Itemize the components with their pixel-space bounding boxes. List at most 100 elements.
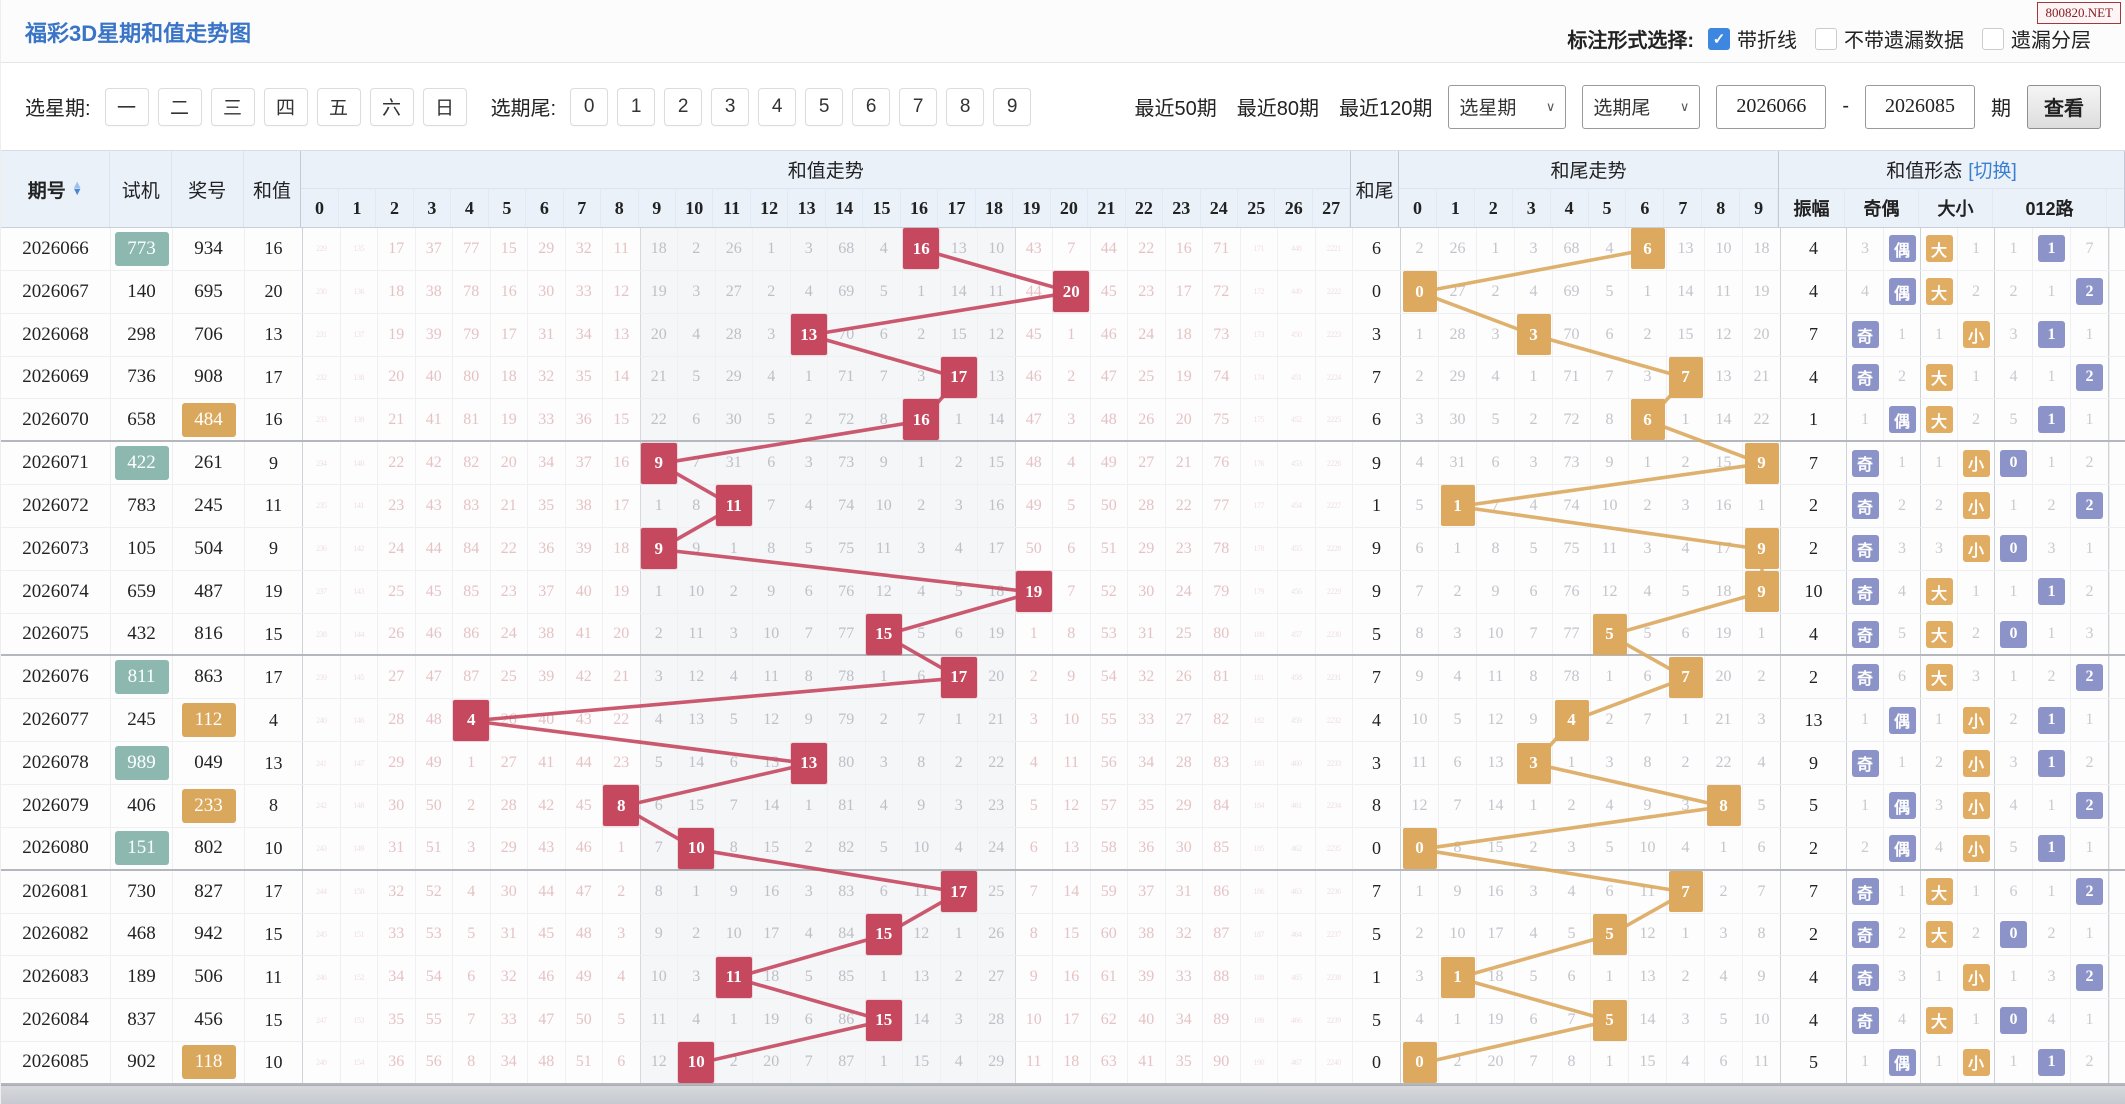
sum-trend-cell: 20 xyxy=(753,1042,791,1083)
tail-trend-cell: 31 xyxy=(1439,442,1477,485)
week-button-五[interactable]: 五 xyxy=(316,87,361,126)
sum-trend-cell: 4 xyxy=(1053,442,1091,485)
recent-link[interactable]: 最近80期 xyxy=(1236,98,1319,120)
route-cell: 1 xyxy=(1995,956,2033,999)
sum-trend-cell: 181 xyxy=(1240,656,1278,699)
sum-value-cell: 20 xyxy=(245,270,303,313)
table-row: 2026077 245 112 4 240 146 28 48 4 26 40 43 22 4 13 5 12 9… xyxy=(1,699,2125,743)
checked-icon[interactable]: ✓ xyxy=(1708,27,1730,50)
pattern-switch-link[interactable]: [切换] xyxy=(1968,161,2017,183)
tail-button-6[interactable]: 6 xyxy=(852,87,891,126)
tail-button-1[interactable]: 1 xyxy=(617,87,656,126)
tail-button-9[interactable]: 9 xyxy=(993,87,1032,126)
week-dropdown[interactable]: 选星期 ∨ xyxy=(1448,84,1567,129)
sum-trend-cell: 16 xyxy=(978,485,1016,527)
row-filler xyxy=(2109,784,2110,827)
tail-button-8[interactable]: 8 xyxy=(946,87,985,126)
table-row: 2026082 468 942 15 245 151 33 53 5 31 45 48 3 9 2 10 17 4… xyxy=(1,913,2125,957)
sum-trend-cell: 34 xyxy=(565,313,603,356)
unchecked-icon[interactable] xyxy=(1982,27,2004,50)
unchecked-icon[interactable] xyxy=(1815,27,1837,50)
sum-trend-cell: 43 xyxy=(528,827,566,869)
tail-trend-cell: 1 xyxy=(1591,656,1629,699)
week-button-四[interactable]: 四 xyxy=(263,87,308,126)
tail-button-2[interactable]: 2 xyxy=(664,87,703,126)
sum-trend-cell: 5 xyxy=(453,913,491,956)
sum-trend-cell: 1 xyxy=(715,999,753,1042)
tail-trend-cell: 3 xyxy=(1743,699,1781,742)
size-cell: 4 xyxy=(1921,827,1958,869)
sum-trend-cell: 189 xyxy=(1240,999,1278,1042)
sum-trend-cell: 3 xyxy=(753,313,791,356)
route-badge: 0 xyxy=(2000,920,2027,948)
row-filler xyxy=(2109,870,2110,913)
sum-trend-cell: 2 xyxy=(903,485,941,527)
checkbox-label: 不带遗漏数据 xyxy=(1844,30,1964,52)
checkbox-不带遗漏数据[interactable]: 不带遗漏数据 xyxy=(1815,24,1964,53)
sum-trend-cell: 33 xyxy=(528,399,566,441)
week-button-六[interactable]: 六 xyxy=(369,87,414,126)
tail-trend-cell: 1 xyxy=(1743,613,1781,655)
sum-trend-cell: 17 xyxy=(603,485,641,527)
tail-trend-cell: 21 xyxy=(1705,699,1743,742)
range-from-input[interactable] xyxy=(1716,84,1827,129)
range-suffix: 期 xyxy=(1991,98,2011,120)
sum-trend-cell: 72 xyxy=(828,399,866,441)
tail-trend-cell: 2 xyxy=(1629,485,1667,527)
sum-hit-cell: 20 xyxy=(1053,271,1090,313)
prize-highlight: 233 xyxy=(181,788,236,823)
sum-hit-cell: 15 xyxy=(865,913,902,955)
sum-trend-cell: 83 xyxy=(453,485,491,527)
sum-trend-cell: 82 xyxy=(453,442,491,485)
week-button-三[interactable]: 三 xyxy=(210,87,255,126)
sum-trend-cell: 2 xyxy=(715,1042,753,1083)
tail-trend-cell: 3 xyxy=(1667,485,1705,527)
tail-trend-cell: 73 xyxy=(1553,442,1591,485)
tail-value-cell: 9 xyxy=(1353,570,1401,613)
sum-col-header-5: 5 xyxy=(488,188,527,227)
tail-dropdown[interactable]: 选期尾 ∨ xyxy=(1582,84,1701,129)
checkbox-带折线[interactable]: ✓ 带折线 xyxy=(1708,24,1797,53)
tail-button-5[interactable]: 5 xyxy=(805,87,844,126)
sum-trend-cell: 36 xyxy=(528,527,566,570)
sum-trend-cell: 11 xyxy=(865,527,903,570)
tail-button-4[interactable]: 4 xyxy=(758,87,797,126)
parity-cell: 偶 xyxy=(1884,399,1921,441)
sum-trend-cell: 1 xyxy=(940,913,978,956)
sum-trend-cell: 31 xyxy=(378,827,416,869)
parity-cell: 2 xyxy=(1884,485,1921,527)
sum-col-header-6: 6 xyxy=(526,188,564,227)
horizontal-scrollbar[interactable] xyxy=(1,1085,2125,1104)
week-button-二[interactable]: 二 xyxy=(157,87,202,126)
tail-button-3[interactable]: 3 xyxy=(711,87,750,126)
tail-select-label: 选期尾: xyxy=(490,98,557,120)
recent-link[interactable]: 最近50期 xyxy=(1134,98,1217,120)
route-cell: 1 xyxy=(2033,699,2071,742)
week-button-一[interactable]: 一 xyxy=(104,87,149,126)
sum-trend-cell: 465 xyxy=(1278,956,1316,999)
sort-icon[interactable]: ▲ ▼ xyxy=(71,179,83,198)
checkbox-遗漏分层[interactable]: 遗漏分层 xyxy=(1982,24,2091,53)
sum-trend-cell: 53 xyxy=(1090,613,1128,655)
week-button-日[interactable]: 日 xyxy=(422,87,467,126)
sum-trend-cell: 5 xyxy=(1015,784,1053,827)
recent-link[interactable]: 最近120期 xyxy=(1338,98,1433,120)
test-number-cell: 989 xyxy=(111,742,173,784)
sum-trend-cell: 186 xyxy=(1240,870,1278,913)
size-badge: 大 xyxy=(1925,663,1953,691)
tail-button-0[interactable]: 0 xyxy=(570,87,609,126)
search-button[interactable]: 查看 xyxy=(2027,84,2101,129)
sum-trend-cell: 15 xyxy=(865,999,903,1042)
sum-col-header-10: 10 xyxy=(675,188,714,227)
amplitude-cell: 2 xyxy=(1781,913,1847,956)
sum-trend-cell: 136 xyxy=(340,270,378,313)
range-to-input[interactable] xyxy=(1865,84,1975,129)
tail-trend-cell: 1 xyxy=(1667,699,1705,742)
sum-trend-cell: 39 xyxy=(415,313,453,356)
amplitude-cell: 4 xyxy=(1781,228,1847,270)
sum-trend-cell: 22 xyxy=(603,699,641,742)
tail-trend-cell: 1 xyxy=(1667,399,1705,441)
tail-button-7[interactable]: 7 xyxy=(899,87,938,126)
sum-col-header-23: 23 xyxy=(1163,188,1201,227)
sum-col-header-22: 22 xyxy=(1125,188,1164,227)
